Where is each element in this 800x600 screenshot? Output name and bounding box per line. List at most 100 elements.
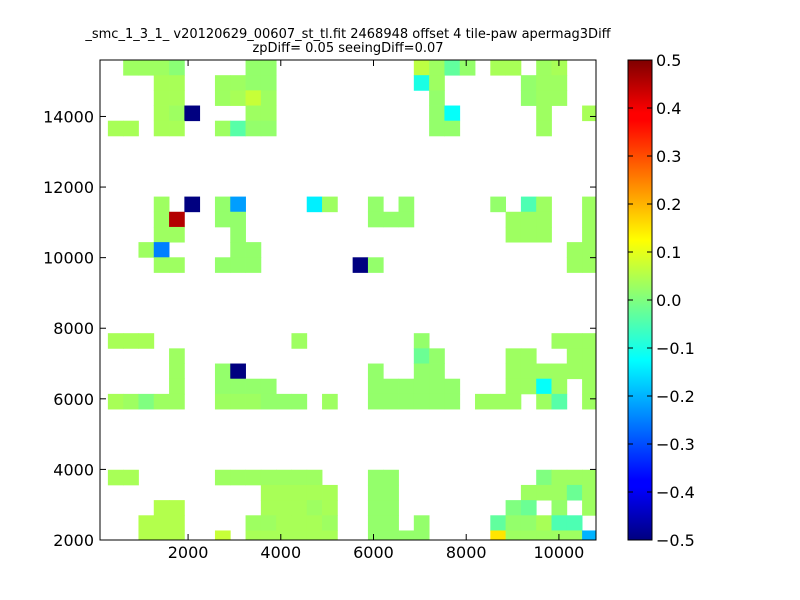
heatmap-cell bbox=[536, 211, 552, 228]
heatmap-cell bbox=[520, 530, 537, 540]
heatmap-cell bbox=[245, 242, 262, 258]
heatmap-cell bbox=[429, 378, 445, 395]
heatmap-cell bbox=[260, 90, 277, 106]
heatmap-cell bbox=[230, 393, 246, 410]
colorbar-tick-label: 0.0 bbox=[656, 291, 681, 310]
y-tick-label: 4000 bbox=[53, 460, 94, 479]
plot-frame bbox=[99, 59, 597, 541]
heatmap-cell bbox=[214, 530, 231, 540]
heatmap-cell bbox=[107, 120, 124, 137]
heatmap-cell bbox=[153, 90, 170, 106]
chart-title-line1: _smc_1_3_1_ v20120629_00607_st_tl.fit 24… bbox=[84, 27, 611, 42]
heatmap-cell bbox=[536, 226, 552, 243]
heatmap-cell bbox=[536, 90, 552, 106]
heatmap-cell bbox=[429, 363, 445, 380]
heatmap-cell bbox=[169, 515, 185, 531]
heatmap-cell bbox=[230, 363, 246, 380]
heatmap-cell bbox=[520, 75, 537, 91]
heatmap-cell bbox=[367, 211, 384, 228]
heatmap-cell bbox=[536, 196, 552, 213]
heatmap-cell bbox=[169, 75, 185, 91]
heatmap-cell bbox=[260, 500, 277, 516]
x-tick-label: 8000 bbox=[446, 543, 487, 562]
heatmap-cell bbox=[107, 469, 124, 486]
heatmap-cell bbox=[383, 211, 399, 228]
heatmap-cell bbox=[582, 333, 596, 349]
heatmap-cell bbox=[153, 530, 170, 540]
heatmap-cell bbox=[505, 515, 522, 531]
heatmap-cell bbox=[260, 484, 277, 501]
x-tick-label: 2000 bbox=[168, 543, 209, 562]
heatmap-cell bbox=[306, 515, 323, 531]
heatmap-cell bbox=[153, 60, 170, 76]
heatmap-cell bbox=[169, 226, 185, 243]
heatmap-cell bbox=[169, 257, 185, 273]
heatmap-cell bbox=[490, 515, 507, 531]
heatmap-cell bbox=[260, 120, 277, 137]
heatmap-cell bbox=[306, 469, 323, 486]
heatmap-cell bbox=[276, 515, 292, 531]
heatmap-cell bbox=[566, 469, 583, 486]
heatmap-cell bbox=[582, 242, 596, 258]
heatmap-cell bbox=[551, 469, 568, 486]
heatmap-cell bbox=[429, 348, 445, 364]
x-tick-label: 6000 bbox=[353, 543, 394, 562]
x-tick-label: 10000 bbox=[533, 543, 584, 562]
colorbar-tick-label: −0.1 bbox=[656, 339, 695, 358]
heatmap-cell bbox=[169, 105, 185, 122]
heatmap-cell bbox=[444, 378, 461, 395]
heatmap-cell bbox=[276, 484, 292, 501]
heatmap-cell bbox=[260, 469, 277, 486]
heatmap-cell bbox=[230, 120, 246, 137]
heatmap-cell bbox=[367, 484, 384, 501]
heatmap-cell bbox=[383, 515, 399, 531]
heatmap-cell bbox=[413, 348, 430, 364]
heatmap-cell bbox=[230, 242, 246, 258]
heatmap-cell bbox=[322, 393, 338, 410]
heatmap-cell bbox=[413, 75, 430, 91]
heatmap-cell bbox=[383, 393, 399, 410]
y-axis: 2000 4000 6000 8000 10000 12000 14000 bbox=[43, 107, 596, 550]
heatmap-cell bbox=[398, 530, 415, 540]
heatmap-cell bbox=[398, 211, 415, 228]
heatmap-cell bbox=[520, 348, 537, 364]
heatmap-cell bbox=[260, 60, 277, 76]
heatmap-cell bbox=[413, 333, 430, 349]
y-tick-label: 2000 bbox=[53, 531, 94, 550]
heatmap-cell bbox=[582, 500, 596, 516]
heatmap-cell bbox=[459, 60, 476, 76]
heatmap-cell bbox=[230, 378, 246, 395]
heatmap-cell bbox=[352, 257, 369, 273]
heatmap-cell bbox=[582, 393, 596, 410]
colorbar-tick-label: 0.5 bbox=[656, 51, 681, 70]
heatmap-cell bbox=[520, 378, 537, 395]
heatmap-cell bbox=[413, 60, 430, 76]
heatmap-cell bbox=[490, 60, 507, 76]
heatmap-cell bbox=[123, 60, 139, 76]
x-axis: 2000 4000 6000 8000 10000 bbox=[168, 60, 584, 562]
heatmap-cell bbox=[291, 393, 308, 410]
heatmap-cell bbox=[551, 500, 568, 516]
heatmap-cell bbox=[138, 393, 155, 410]
heatmap-cell bbox=[505, 363, 522, 380]
heatmap-cell bbox=[153, 120, 170, 137]
heatmap-cell bbox=[291, 333, 308, 349]
heatmap-cell bbox=[475, 393, 491, 410]
heatmap-cell bbox=[367, 378, 384, 395]
heatmap-cell bbox=[245, 378, 262, 395]
heatmap-cell bbox=[536, 484, 552, 501]
heatmap-cell bbox=[260, 515, 277, 531]
x-tick-label: 4000 bbox=[260, 543, 301, 562]
heatmap-cell bbox=[153, 257, 170, 273]
heatmap-cell bbox=[520, 500, 537, 516]
heatmap-cell bbox=[260, 393, 277, 410]
colorbar-tick-label: −0.4 bbox=[656, 483, 695, 502]
heatmap-cell bbox=[413, 378, 430, 395]
heatmap-cell bbox=[367, 515, 384, 531]
heatmap-cell bbox=[444, 105, 461, 122]
heatmap-cell bbox=[582, 484, 596, 501]
heatmap-cell bbox=[582, 530, 596, 540]
heatmap-cell bbox=[138, 515, 155, 531]
heatmap-cell bbox=[107, 333, 124, 349]
heatmap-cell bbox=[322, 196, 338, 213]
